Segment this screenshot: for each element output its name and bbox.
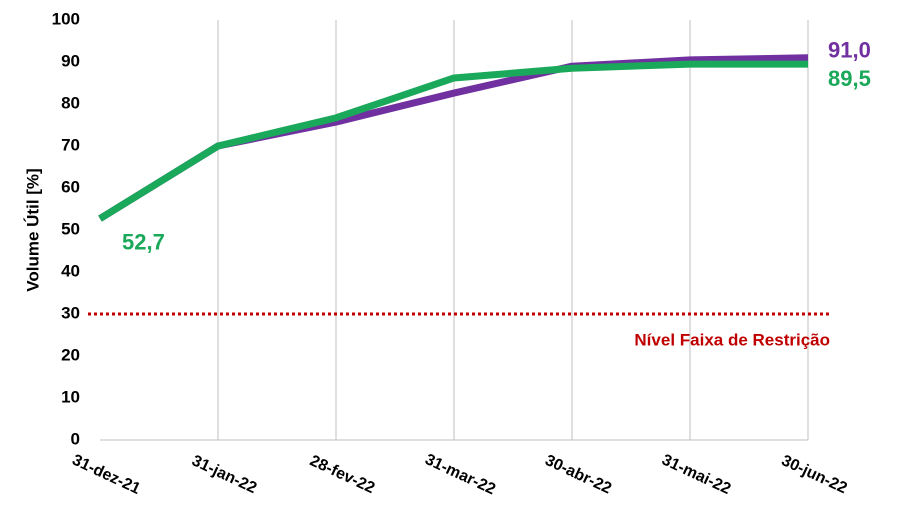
x-tick-label: 30-abr-22 <box>542 452 614 498</box>
y-tick-label: 40 <box>61 261 80 280</box>
data-label: 52,7 <box>122 229 165 254</box>
data-label: 89,5 <box>828 66 871 91</box>
y-tick-label: 50 <box>61 219 80 238</box>
y-tick-label: 70 <box>61 135 80 154</box>
y-axis-label: Volume Útil [%] <box>23 168 42 291</box>
y-tick-label: 30 <box>61 303 80 322</box>
x-tick-label: 31-mar-22 <box>422 451 498 498</box>
y-tick-label: 90 <box>61 51 80 70</box>
x-tick-label: 31-dez-21 <box>69 452 142 498</box>
y-tick-label: 10 <box>61 387 80 406</box>
x-tick-label: 31-jan-22 <box>189 452 259 497</box>
reference-label: Nível Faixa de Restrição <box>634 330 830 349</box>
y-tick-label: 80 <box>61 93 80 112</box>
y-tick-label: 20 <box>61 345 80 364</box>
data-label: 91,0 <box>828 38 871 63</box>
x-tick-label: 28-fev-22 <box>307 452 377 497</box>
x-tick-label: 31-mai-22 <box>659 451 733 498</box>
y-tick-label: 60 <box>61 177 80 196</box>
y-tick-label: 100 <box>52 9 80 28</box>
y-tick-label: 0 <box>71 429 80 448</box>
series-line <box>98 60 808 222</box>
x-tick-label: 30-jun-22 <box>779 452 850 497</box>
